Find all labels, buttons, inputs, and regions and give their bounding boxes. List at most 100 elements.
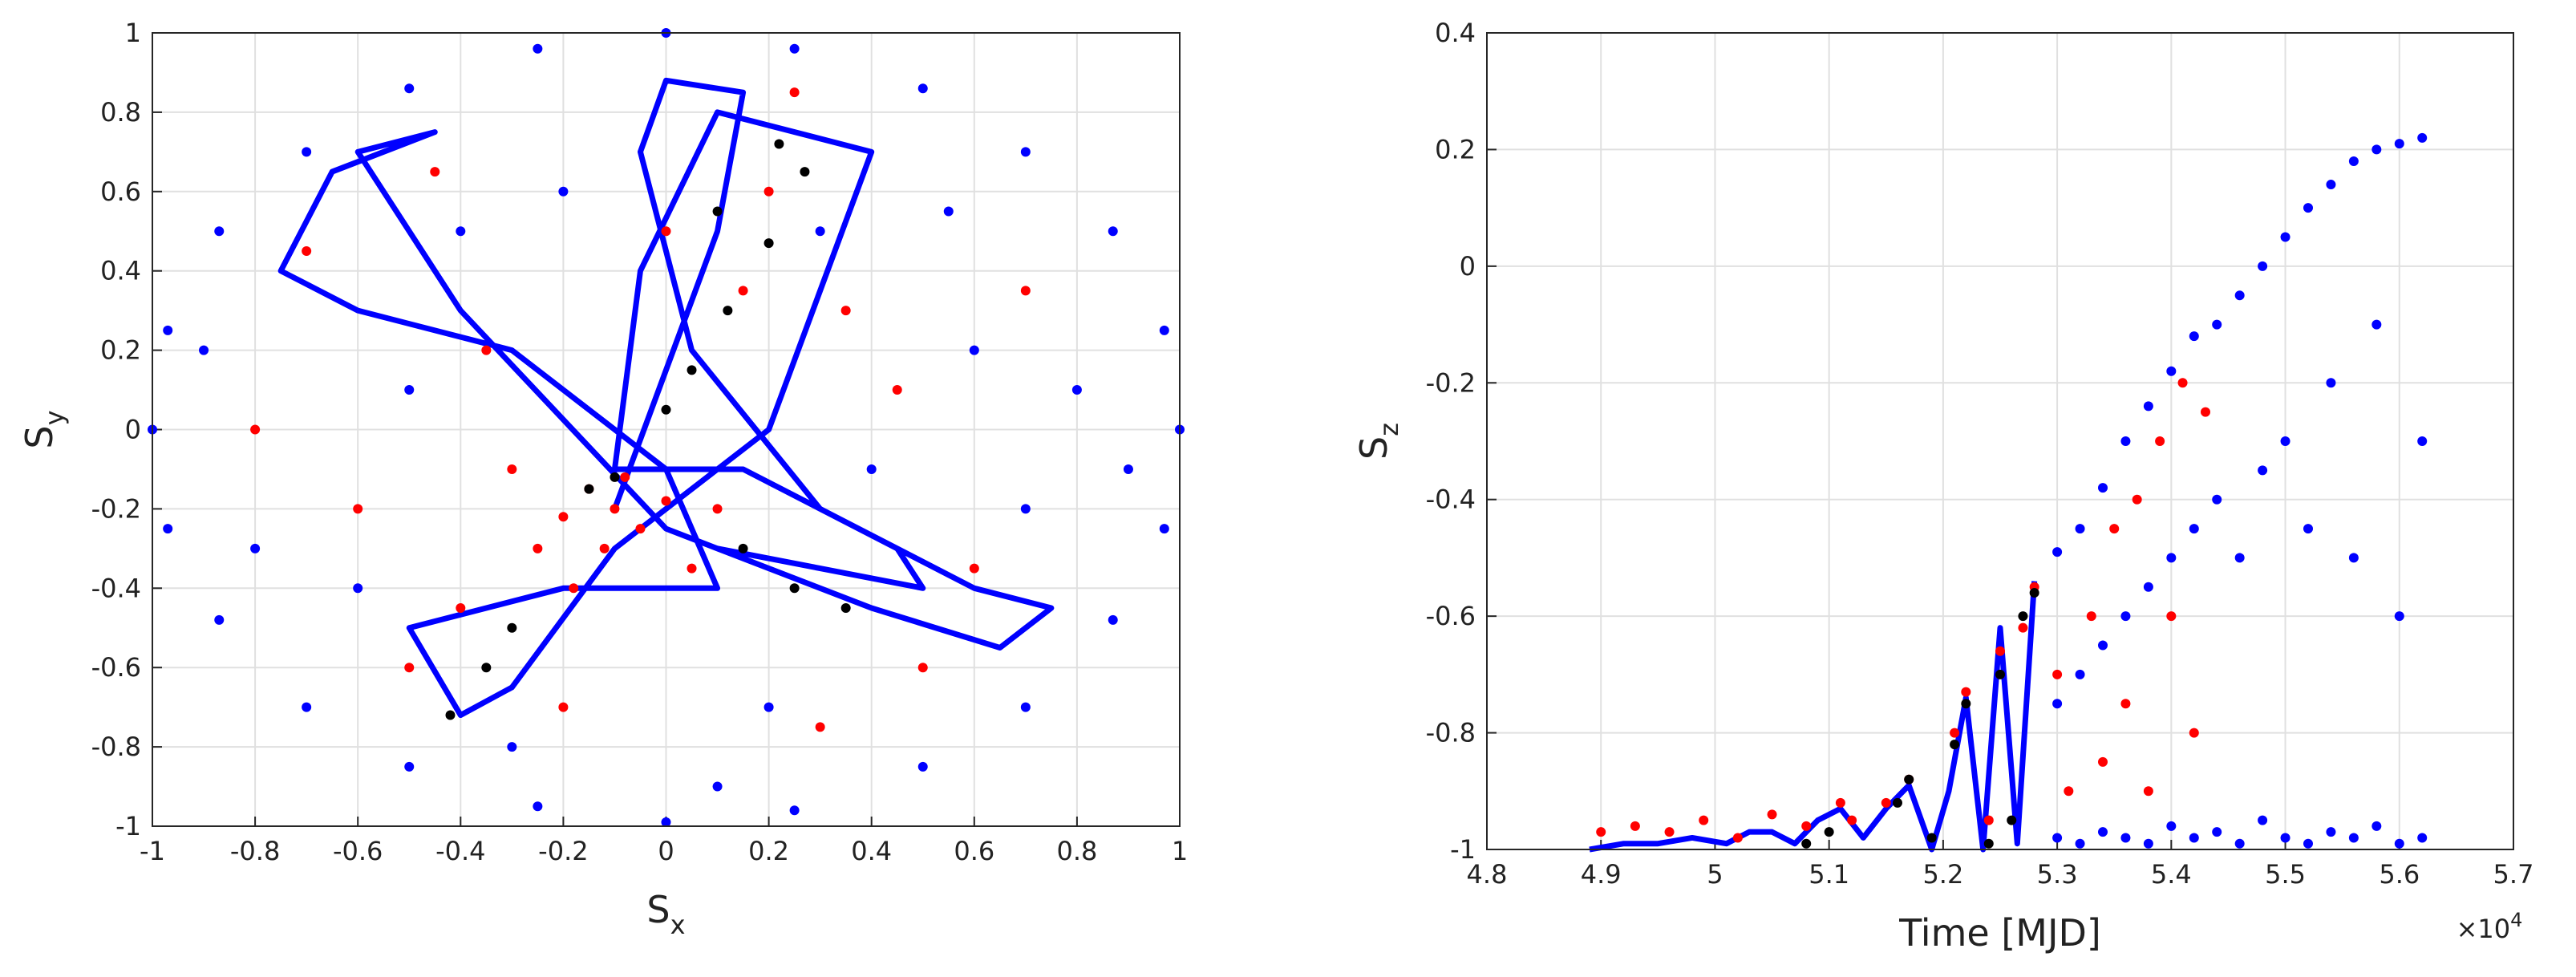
y-tick-label: -1	[115, 811, 141, 841]
data-point	[2155, 436, 2165, 446]
y-tick-label: -1	[1450, 834, 1476, 865]
data-point	[2417, 833, 2428, 843]
data-point	[1881, 797, 1891, 808]
data-point	[2303, 524, 2313, 534]
data-point	[723, 306, 733, 316]
y-tick-label: -0.2	[91, 493, 141, 524]
data-point	[2052, 669, 2063, 679]
data-point	[445, 710, 456, 720]
data-point	[1904, 774, 1914, 784]
data-point	[2189, 524, 2199, 534]
plot-frame	[1486, 32, 2514, 850]
axis-label: Sx	[646, 888, 685, 940]
data-point	[2143, 838, 2153, 849]
x-tick-label: 5	[1707, 859, 1723, 890]
data-point	[2212, 827, 2222, 837]
data-point	[2417, 436, 2428, 446]
data-point	[1108, 226, 1118, 237]
data-point	[2007, 815, 2017, 825]
data-point	[2166, 366, 2177, 376]
data-point	[2212, 319, 2222, 330]
data-point	[2189, 331, 2199, 342]
y-tick-label: 0	[1460, 251, 1476, 282]
data-point	[2098, 483, 2108, 493]
data-point	[620, 472, 630, 482]
axis-label: Sz	[1352, 423, 1404, 460]
data-point	[456, 603, 466, 614]
data-point	[302, 245, 312, 256]
data-point	[2280, 436, 2290, 446]
plot-frame	[152, 32, 1181, 827]
data-point	[1847, 815, 1857, 825]
data-point	[163, 524, 173, 534]
data-point	[2143, 582, 2153, 592]
data-point	[763, 238, 774, 249]
data-point	[533, 43, 543, 54]
x-tick-label: 4.8	[1467, 859, 1508, 890]
data-point	[917, 83, 928, 94]
data-point	[1961, 699, 1971, 709]
x-tick-label: 5.2	[1922, 859, 1963, 890]
data-point	[507, 622, 517, 633]
data-point	[635, 524, 646, 534]
data-point	[2189, 833, 2199, 843]
data-point	[2075, 524, 2085, 534]
data-point	[661, 817, 671, 828]
y-tick-label: 0.4	[1435, 18, 1476, 48]
data-point	[250, 424, 261, 435]
data-point	[2018, 611, 2028, 622]
axis-label-text: S	[1352, 436, 1395, 460]
data-point	[2212, 494, 2222, 505]
y-tick-label: 0.2	[1435, 134, 1476, 164]
data-point	[1020, 504, 1031, 514]
data-point	[2234, 290, 2245, 301]
y-tick-label: -0.6	[91, 652, 141, 683]
data-point	[2394, 611, 2404, 622]
data-point	[481, 345, 492, 355]
data-point	[815, 226, 825, 237]
data-point	[2417, 132, 2428, 143]
axis-label: Time [MJD]	[1898, 911, 2101, 955]
data-point	[800, 167, 810, 177]
data-point	[163, 325, 173, 335]
data-point	[2371, 144, 2382, 155]
x-tick-label: 5.6	[2379, 859, 2420, 890]
x-tick-label: 0.2	[748, 836, 789, 866]
data-point	[199, 345, 209, 355]
axis-label-text: Time [MJD]	[1898, 911, 2101, 955]
data-point	[2394, 838, 2404, 849]
x-tick-label: -1	[140, 836, 165, 866]
data-point	[712, 504, 723, 514]
data-point	[353, 583, 363, 594]
data-point	[558, 512, 569, 522]
data-point	[214, 226, 225, 237]
data-point	[2143, 786, 2153, 797]
data-point	[404, 663, 415, 673]
data-point	[2189, 728, 2199, 738]
data-point	[840, 603, 851, 614]
data-point	[481, 663, 492, 673]
data-point	[2371, 821, 2382, 831]
data-point	[2064, 786, 2074, 797]
data-point	[2029, 588, 2039, 598]
x-tick-label: 5.1	[1808, 859, 1849, 890]
axis-label-text: S	[18, 425, 61, 448]
x-tick-label: -0.8	[230, 836, 280, 866]
data-point	[969, 345, 979, 355]
data-point	[774, 139, 784, 149]
plot: 4.8 4.9 5 5.1 5.2 5.3 5.4 5.5 5.6 5.7 -1 -0.8 -0.6 -0…	[1426, 18, 2534, 890]
data-point	[584, 484, 594, 494]
data-point	[2120, 436, 2131, 446]
data-point	[661, 404, 671, 415]
data-point	[2052, 833, 2063, 843]
data-point	[2280, 833, 2290, 843]
data-point	[2201, 407, 2210, 417]
data-point	[969, 563, 979, 574]
y-tick-label: -0.8	[1426, 718, 1476, 748]
data-point	[917, 761, 928, 772]
data-point	[763, 186, 774, 197]
data-point	[2075, 669, 2085, 679]
x-tick-label: 5.7	[2493, 859, 2534, 890]
axis-label-subscript: y	[39, 410, 70, 425]
y-tick-label: 0.8	[100, 97, 141, 128]
